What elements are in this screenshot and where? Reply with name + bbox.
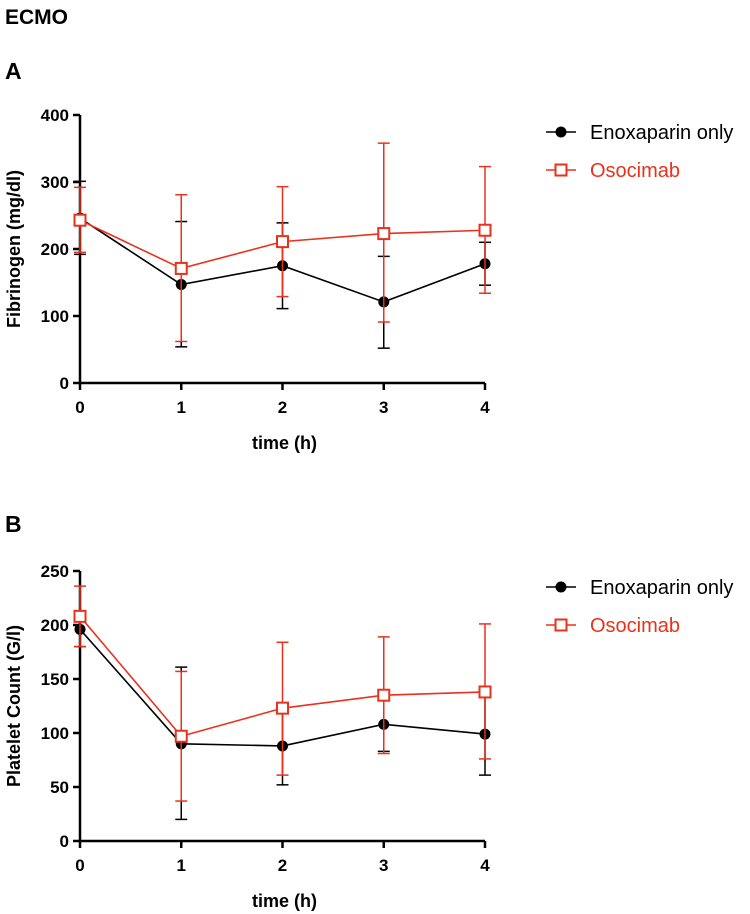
- x-tick-label: 1: [177, 398, 186, 417]
- legend-label: Osocimab: [590, 615, 680, 637]
- legend-marker: [554, 163, 568, 177]
- x-tick-label: 3: [379, 398, 388, 417]
- figure-heading: ECMO: [5, 6, 68, 29]
- x-tick-label: 0: [75, 398, 84, 417]
- y-tick-label: 0: [60, 374, 69, 393]
- legend-marker: [554, 618, 568, 632]
- y-axis-title: Fibrinogen (mg/dl): [4, 170, 24, 328]
- panel-label: B: [5, 511, 22, 537]
- data-point: [377, 227, 391, 241]
- data-point: [276, 701, 289, 715]
- legend-item: Osocimab: [546, 160, 680, 182]
- legend-marker: [555, 126, 567, 138]
- series-osocimab: [73, 585, 492, 802]
- data-point: [478, 685, 492, 699]
- x-axis-title: time (h): [252, 891, 317, 911]
- data-point: [478, 223, 492, 237]
- x-tick-label: 2: [278, 856, 287, 875]
- data-point: [174, 729, 188, 743]
- series-osocimab: [73, 142, 492, 343]
- data-point: [73, 609, 87, 623]
- legend: Enoxaparin only Osocimab: [546, 122, 733, 182]
- legend-label: Enoxaparin only: [590, 122, 733, 144]
- panel-a-fibrinogen-chart: A 0 100 200 300 400 0 1 2 3 4 time (h) Fibrinogen (m…: [4, 58, 733, 453]
- data-point: [276, 235, 289, 249]
- y-tick-label: 50: [50, 778, 69, 797]
- y-tick-label: 0: [60, 832, 69, 851]
- data-point: [174, 261, 188, 275]
- y-tick-label: 200: [41, 616, 69, 635]
- data-point: [377, 688, 391, 702]
- x-tick-label: 3: [379, 856, 388, 875]
- legend: Enoxaparin only Osocimab: [546, 577, 733, 637]
- y-tick-label: 100: [41, 724, 69, 743]
- x-tick-label: 1: [177, 856, 186, 875]
- y-tick-label: 250: [41, 562, 69, 581]
- x-tick-label: 4: [480, 398, 490, 417]
- x-tick-label: 0: [75, 856, 84, 875]
- y-tick-label: 200: [41, 240, 69, 259]
- x-tick-label: 4: [480, 856, 490, 875]
- y-tick-label: 100: [41, 307, 69, 326]
- y-axis-title: Platelet Count (G/l): [4, 625, 24, 787]
- panel-label: A: [5, 58, 22, 84]
- legend-item: Enoxaparin only: [546, 577, 733, 599]
- data-point: [73, 213, 87, 227]
- legend-item: Osocimab: [546, 615, 680, 637]
- x-tick-label: 2: [278, 398, 287, 417]
- y-tick-label: 300: [41, 173, 69, 192]
- x-axis-title: time (h): [252, 433, 317, 453]
- y-tick-label: 400: [41, 106, 69, 125]
- panel-b-platelet-chart: B 0 50 100 150 200 250 0 1 2 3 4 time (h) Platelet Co…: [4, 511, 733, 911]
- legend-label: Osocimab: [590, 160, 680, 182]
- y-tick-label: 150: [41, 670, 69, 689]
- legend-label: Enoxaparin only: [590, 577, 733, 599]
- legend-marker: [555, 581, 567, 593]
- legend-item: Enoxaparin only: [546, 122, 733, 144]
